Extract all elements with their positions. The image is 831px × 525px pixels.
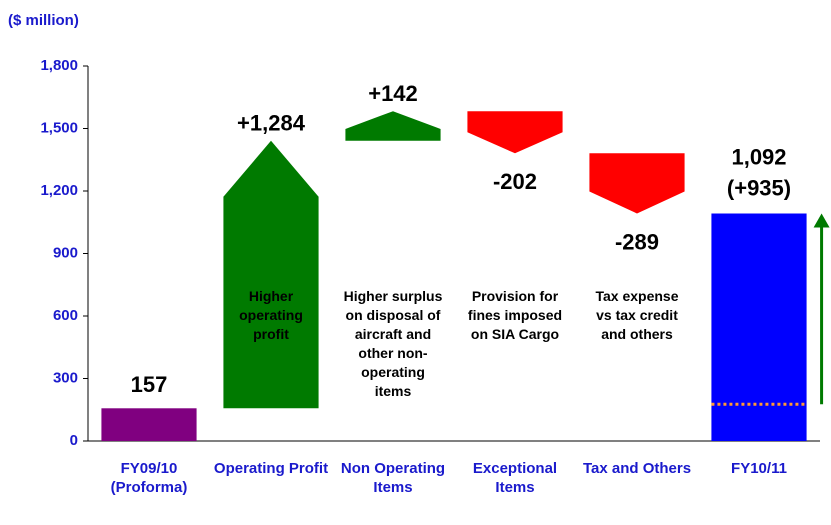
value-label: +142 — [368, 81, 418, 106]
change-arrow-head — [813, 213, 830, 228]
arrow-down — [467, 111, 563, 154]
x-tick-label: FY09/10 (Proforma) — [110, 460, 188, 496]
y-tick-label: 1,500 — [40, 119, 78, 136]
value-label: -202 — [493, 169, 537, 194]
value-label: +1,284 — [237, 111, 306, 136]
y-tick-label: 0 — [70, 432, 78, 449]
bar — [101, 408, 197, 441]
y-tick-label: 900 — [53, 244, 78, 261]
arrow-down — [589, 153, 685, 214]
bar-description: Provision for fines imposed on SIA Cargo — [467, 288, 563, 342]
bar-description: Higher surplus on disposal of aircraft a… — [343, 288, 443, 399]
bar-description: Tax expense vs tax credit and others — [595, 288, 679, 342]
y-axis-label: ($ million) — [8, 12, 79, 29]
y-tick-label: 1,200 — [40, 182, 78, 199]
bar — [711, 213, 807, 441]
arrow-up — [223, 140, 319, 409]
value-label: 1,092 — [731, 144, 786, 169]
value-label: -289 — [615, 229, 659, 254]
x-tick-label: Exceptional Items — [472, 460, 558, 496]
x-tick-label: FY10/11 — [731, 460, 787, 477]
arrow-up — [345, 111, 441, 141]
bar-description: Higher operating profit — [239, 288, 303, 342]
y-tick-label: 1,800 — [40, 57, 78, 74]
x-tick-label: Operating Profit — [213, 460, 329, 477]
y-tick-label: 600 — [53, 307, 78, 324]
x-tick-label: Tax and Others — [582, 460, 692, 477]
x-tick-label: Non Operating Items — [340, 460, 446, 496]
y-tick-label: 300 — [53, 369, 78, 386]
value-label: 157 — [131, 372, 168, 397]
annotation: (+935) — [727, 175, 791, 200]
